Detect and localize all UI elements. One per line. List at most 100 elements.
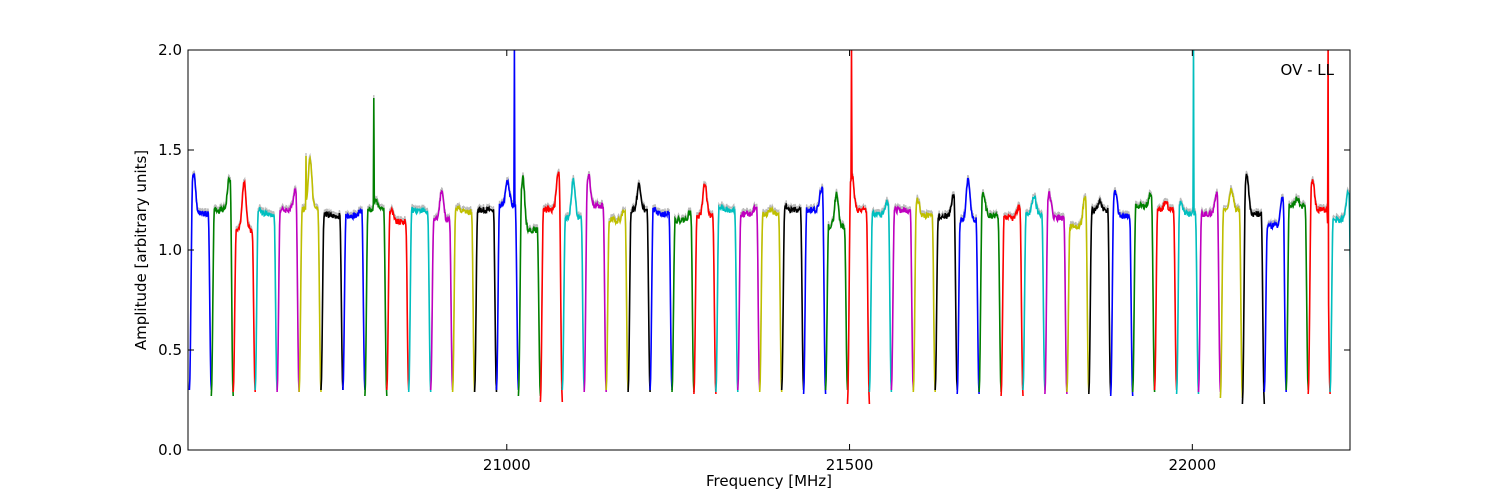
series-line xyxy=(715,204,739,393)
series-shadow-line xyxy=(430,187,454,388)
series-line xyxy=(846,50,871,405)
series-shadow-line xyxy=(1285,193,1309,388)
y-tick-label: 2.0 xyxy=(158,41,182,59)
series-line xyxy=(1285,196,1309,391)
series-line xyxy=(802,186,827,395)
series-shadow-line xyxy=(781,200,805,388)
series-line xyxy=(824,191,849,391)
series-shadow-line xyxy=(320,208,344,388)
series-line xyxy=(934,194,958,391)
series-shadow-line xyxy=(561,174,585,388)
series-shadow-line xyxy=(649,204,673,388)
y-tick-label: 0.5 xyxy=(158,341,182,359)
series-line xyxy=(978,191,1002,393)
y-tick-label: 0.0 xyxy=(158,441,182,459)
series-line xyxy=(539,171,564,403)
series-line xyxy=(1307,50,1331,395)
series-line xyxy=(1109,189,1134,397)
series-shadow-line xyxy=(298,152,322,390)
series-shadow-line xyxy=(1307,50,1331,392)
series-line xyxy=(254,207,278,391)
series-line xyxy=(627,182,651,393)
series-shadow-line xyxy=(956,175,980,392)
x-tick-label: 21500 xyxy=(826,456,874,474)
series-line xyxy=(232,179,256,393)
series-shadow-line xyxy=(1066,193,1090,390)
series-line xyxy=(1197,191,1222,393)
series-shadow-line xyxy=(737,201,761,388)
series-shadow-line xyxy=(188,169,212,388)
x-tick-label: 21000 xyxy=(483,456,531,474)
series-shadow-line xyxy=(978,189,1002,390)
series-line xyxy=(1352,171,1374,406)
series-line xyxy=(1263,196,1287,393)
series-shadow-line xyxy=(232,176,256,390)
series-line xyxy=(868,199,893,393)
y-axis: 0.0 0.5 1.0 1.5 2.0 xyxy=(158,41,1350,459)
series-shadow-line xyxy=(824,188,849,388)
y-tick-label: 1.5 xyxy=(158,141,182,159)
series-line xyxy=(561,177,585,391)
series-line xyxy=(1131,191,1156,393)
series-line xyxy=(583,174,607,393)
x-axis: 21000 21500 22000 xyxy=(483,50,1216,474)
series-line xyxy=(605,208,629,391)
x-tick-label: 22000 xyxy=(1168,456,1216,474)
series-line xyxy=(1219,187,1244,399)
series-shadow-line xyxy=(1022,192,1046,388)
series-shadow-line xyxy=(693,180,717,392)
series-shadow-line xyxy=(364,94,388,394)
series-shadow-line xyxy=(759,203,783,390)
series-shadow-line xyxy=(342,205,366,388)
series-line xyxy=(737,203,761,391)
chart-annotation: OV - LL xyxy=(1281,61,1335,79)
series-shadow-line xyxy=(451,201,476,390)
series-shadow-line xyxy=(408,203,432,390)
series-line xyxy=(1175,50,1200,395)
series-line xyxy=(473,205,498,393)
series-shadow-line xyxy=(890,202,914,388)
series-line xyxy=(407,206,432,393)
series-shadow-line xyxy=(671,207,695,390)
series-line xyxy=(649,207,673,391)
series-shadow-line xyxy=(210,173,234,394)
series-shadow-line xyxy=(934,191,958,388)
series-line xyxy=(517,175,542,397)
plot-area xyxy=(187,49,1374,451)
series-line xyxy=(758,205,783,393)
series-line xyxy=(1153,200,1178,391)
series-line xyxy=(364,97,388,397)
series-line xyxy=(342,207,366,391)
y-tick-label: 1.0 xyxy=(158,241,182,259)
series-line xyxy=(188,172,213,391)
series-line xyxy=(386,206,410,391)
series-shadow-line xyxy=(1110,187,1134,394)
series-shadow-line xyxy=(715,201,739,390)
series-line xyxy=(210,176,234,397)
series-line xyxy=(780,203,805,391)
series-line xyxy=(1241,173,1266,405)
series-line xyxy=(1022,195,1046,391)
series-line xyxy=(276,186,300,393)
series-line xyxy=(451,203,476,393)
series-line xyxy=(956,177,980,395)
series-line xyxy=(429,189,454,391)
series-line xyxy=(298,155,322,393)
series-shadow-line xyxy=(1352,168,1374,403)
series-line xyxy=(693,183,717,395)
series-shadow-line xyxy=(276,184,300,390)
series-line xyxy=(495,50,520,391)
series-shadow-line xyxy=(473,202,498,390)
series-shadow-line xyxy=(1000,201,1024,394)
x-axis-title: Frequency [MHz] xyxy=(706,472,832,490)
series-line xyxy=(1044,190,1068,395)
series-line xyxy=(1088,196,1112,395)
series-line xyxy=(912,197,936,393)
series-line xyxy=(890,205,915,391)
series-shadow-line xyxy=(1153,197,1178,388)
y-axis-title: Amplitude [arbitrary units] xyxy=(132,150,150,350)
series-shadow-line xyxy=(1197,188,1222,390)
series-line xyxy=(1066,196,1090,393)
series-line xyxy=(320,210,344,391)
